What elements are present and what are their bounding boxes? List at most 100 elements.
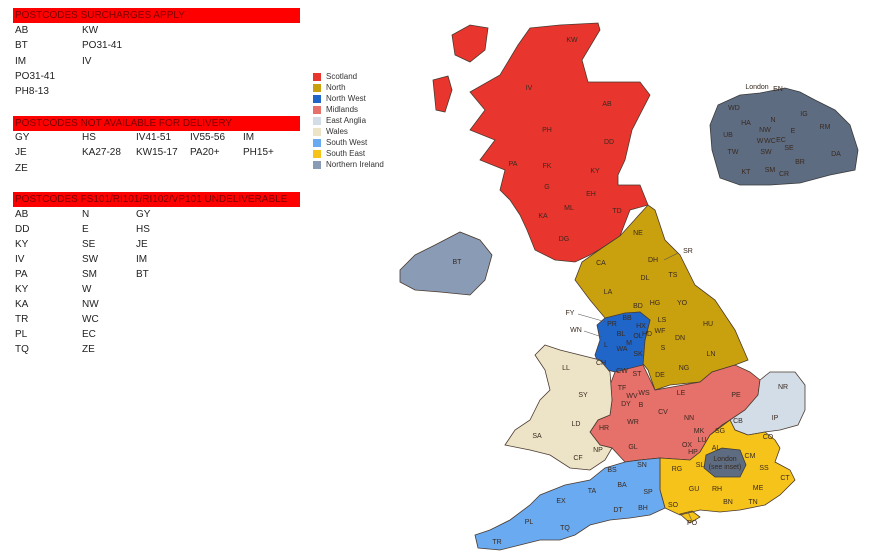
legend-label: Midlands bbox=[326, 105, 359, 114]
postcode-label: HD bbox=[642, 331, 652, 338]
postcode-label: HR bbox=[599, 425, 609, 432]
postcode-cell: IM bbox=[15, 55, 27, 67]
postcode-label: BB bbox=[622, 315, 632, 322]
postcode-cell: TQ bbox=[15, 344, 29, 355]
postcode-label: CO bbox=[763, 434, 774, 441]
postcode-label: PA bbox=[509, 161, 518, 168]
postcode-label: TN bbox=[748, 499, 757, 506]
legend-swatch bbox=[313, 116, 321, 125]
legend-item: Wales bbox=[313, 126, 384, 137]
postcode-label: NR bbox=[778, 384, 788, 391]
postcode-label: HX bbox=[636, 323, 646, 330]
postcode-cell: PH15+ bbox=[243, 147, 274, 159]
postcode-label: BA bbox=[617, 482, 627, 489]
postcode-label: BT bbox=[453, 259, 463, 266]
table-header: POSTCODES FS101/RI101/RI102/VP101 UNDELI… bbox=[13, 192, 300, 207]
postcode-label: BD bbox=[633, 303, 643, 310]
postcode-label: CT bbox=[780, 475, 790, 482]
postcode-cell: KA bbox=[15, 299, 29, 310]
postcode-label: L bbox=[604, 342, 608, 349]
postcode-label: SA bbox=[532, 433, 542, 440]
postcode-label: IG bbox=[800, 111, 807, 118]
postcode-cell: IV bbox=[15, 254, 25, 265]
legend-swatch bbox=[313, 160, 321, 169]
postcode-label: LL bbox=[562, 365, 570, 372]
postcode-label: TF bbox=[618, 385, 627, 392]
postcode-label: UB bbox=[723, 132, 733, 139]
legend-item: Midlands bbox=[313, 104, 384, 115]
postcode-label: DT bbox=[613, 507, 623, 514]
postcode-cell: JE bbox=[15, 147, 27, 159]
legend-swatch bbox=[313, 94, 321, 103]
postcode-cell: ZE bbox=[82, 344, 95, 355]
postcode-label: EX bbox=[556, 498, 566, 505]
postcode-label: WR bbox=[627, 419, 639, 426]
legend-item: South West bbox=[313, 137, 384, 148]
postcode-cell: SW bbox=[82, 254, 99, 265]
postcode-label: LS bbox=[658, 317, 667, 324]
postcode-label: DH bbox=[648, 257, 658, 264]
label-pointer-line bbox=[583, 330, 603, 338]
postcode-label: EH bbox=[586, 191, 596, 198]
postcode-label: DG bbox=[559, 236, 570, 243]
postcode-label: SG bbox=[715, 428, 725, 435]
postcode-cell: PO31-41 bbox=[82, 40, 123, 52]
postcode-cell: KY bbox=[15, 239, 29, 250]
postcode-label: DE bbox=[655, 372, 665, 379]
legend-item: North West bbox=[313, 93, 384, 104]
postcode-label: HU bbox=[703, 321, 713, 328]
map-legend: Scotland North North West Midlands East Angl… bbox=[313, 71, 384, 170]
postcode-label: FY bbox=[566, 310, 575, 317]
postcode-label: TW bbox=[728, 149, 739, 156]
postcode-cell: IM bbox=[136, 254, 148, 265]
postcode-label: WV bbox=[626, 393, 638, 400]
postcode-label: OL bbox=[633, 333, 642, 340]
postcode-cell: AB bbox=[15, 209, 29, 220]
postcode-label: ME bbox=[753, 485, 764, 492]
legend-swatch bbox=[313, 72, 321, 81]
postcode-label: GL bbox=[628, 444, 637, 451]
legend-item: Northern Ireland bbox=[313, 159, 384, 170]
postcode-cell: BT bbox=[15, 40, 28, 52]
postcode-cell: AB bbox=[15, 25, 29, 36]
postcode-cell: KW15-17 bbox=[136, 147, 178, 159]
postcode-label: BN bbox=[723, 499, 733, 506]
postcode-cell: IV bbox=[82, 55, 92, 67]
region-northern-ireland bbox=[399, 231, 493, 296]
postcode-label: YO bbox=[677, 300, 688, 307]
london-inset bbox=[709, 87, 859, 186]
postcode-label: DA bbox=[831, 151, 841, 158]
postcode-cell: KW bbox=[82, 25, 99, 36]
postcode-label: ST bbox=[633, 371, 643, 378]
postcode-label: NN bbox=[684, 415, 694, 422]
postcode-label: NP bbox=[593, 447, 603, 454]
region-wales bbox=[504, 344, 613, 471]
legend-item: North bbox=[313, 82, 384, 93]
postcode-cell: PO31-41 bbox=[15, 70, 56, 82]
postcode-label: CF bbox=[573, 455, 582, 462]
region-north bbox=[574, 204, 749, 391]
region-london bbox=[703, 447, 747, 478]
postcode-label: WN bbox=[570, 327, 582, 334]
postcode-label: KY bbox=[590, 168, 600, 175]
postcode-label: LA bbox=[604, 289, 613, 296]
postcode-cell: GY bbox=[136, 209, 151, 220]
legend-label: South West bbox=[326, 138, 368, 147]
legend-label: North West bbox=[326, 94, 366, 103]
postcode-label: BR bbox=[795, 159, 805, 166]
postcode-label: LD bbox=[572, 421, 581, 428]
table-header: POSTCODES SURCHARGES APPLY bbox=[13, 8, 300, 23]
postcode-cell: IV55-56 bbox=[190, 132, 226, 143]
postcode-label: TD bbox=[612, 208, 621, 215]
postcode-label: PR bbox=[607, 321, 617, 328]
postcode-cell: IM bbox=[243, 132, 255, 143]
postcode-label: NG bbox=[679, 365, 690, 372]
legend-label: Northern Ireland bbox=[326, 160, 384, 169]
legend-label: Wales bbox=[326, 127, 348, 136]
postcode-cell: E bbox=[82, 224, 89, 235]
postcode-label: BS bbox=[607, 467, 617, 474]
postcode-label: TA bbox=[588, 488, 597, 495]
postcode-label: SR bbox=[683, 248, 693, 255]
legend-swatch bbox=[313, 83, 321, 92]
postcode-label: IP bbox=[772, 415, 779, 422]
